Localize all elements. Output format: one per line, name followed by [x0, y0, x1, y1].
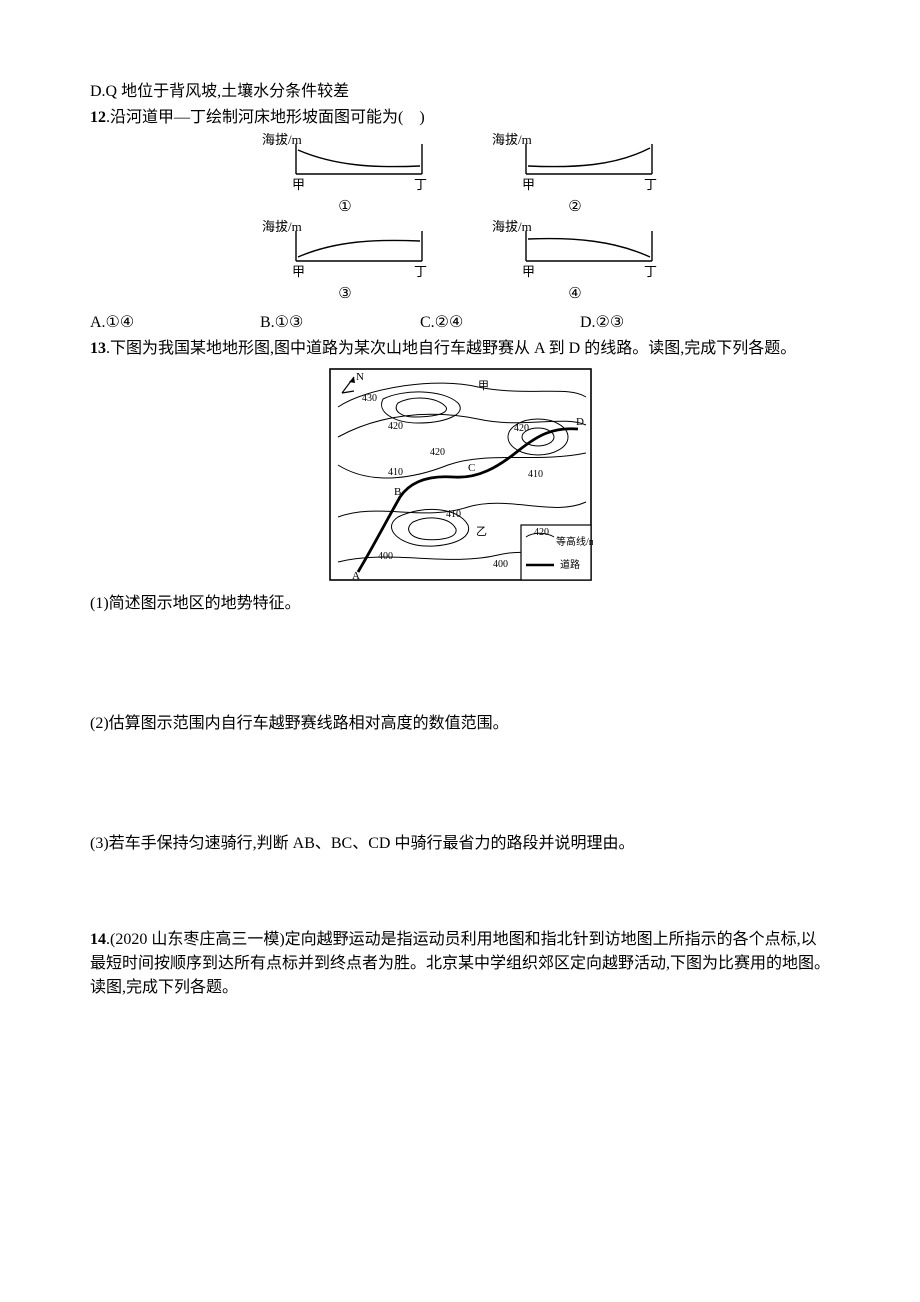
q12-profile-1: 海拔/m 甲 丁 ① — [260, 132, 430, 219]
label-B: B — [394, 486, 401, 498]
map-legend: 420 等高线/m 道路 — [521, 525, 593, 580]
xtick-left: 甲 — [522, 177, 535, 192]
q12-stem-text-b: ) — [419, 109, 424, 126]
q12-choices: A.①④ B.①③ C.②④ D.②③ — [90, 311, 830, 335]
profile-caption-4: ④ — [568, 283, 581, 306]
q14-stem: 14.(2020 山东枣庄高三一模)定向越野运动是指运动员利用地图和指北针到访地… — [90, 928, 830, 1000]
profile-caption-1: ① — [338, 196, 351, 219]
contour-val: 410 — [388, 467, 403, 478]
q12-choice-c[interactable]: C.②④ — [420, 311, 580, 335]
contour-val: 420 — [388, 421, 403, 432]
curve-4 — [528, 238, 650, 256]
xtick-left: 甲 — [292, 177, 305, 192]
q12-choice-a[interactable]: A.①④ — [90, 311, 260, 335]
contour-val: 410 — [446, 509, 461, 520]
q13-stem-text: .下图为我国某地地形图,图中道路为某次山地自行车越野赛从 A 到 D 的线路。读… — [106, 340, 796, 357]
q12-choice-b[interactable]: B.①③ — [260, 311, 420, 335]
contour-val: 410 — [528, 469, 543, 480]
q12-stem: 12.沿河道甲—丁绘制河床地形坡面图可能为( ) — [90, 106, 830, 130]
q12-profiles: 海拔/m 甲 丁 ① 海拔/m 甲 丁 ② — [90, 132, 830, 305]
q12-profile-4: 海拔/m 甲 丁 ④ — [490, 219, 660, 306]
xtick-right: 丁 — [644, 264, 657, 279]
curve-2 — [528, 148, 650, 167]
xtick-right: 丁 — [644, 177, 657, 192]
q13-number: 13 — [90, 340, 106, 357]
q12-number: 12 — [90, 109, 106, 126]
svg-text:道路: 道路 — [560, 558, 580, 571]
q11-option-d: D.Q 地位于背风坡,土壤水分条件较差 — [90, 80, 830, 104]
profile-caption-3: ③ — [338, 283, 351, 306]
q12-choice-d[interactable]: D.②③ — [580, 311, 700, 335]
contour-val: 430 — [362, 393, 377, 404]
svg-text:420: 420 — [534, 527, 549, 538]
north-arrow-icon: N — [342, 371, 364, 393]
contour-val: 420 — [430, 447, 445, 458]
q14-stem-text: .(2020 山东枣庄高三一模)定向越野运动是指运动员利用地图和指北针到访地图上… — [90, 931, 830, 996]
contour-val: 420 — [514, 423, 529, 434]
q13-sub1: (1)简述图示地区的地势特征。 — [90, 592, 830, 616]
q12-profile-3: 海拔/m 甲 丁 ③ — [260, 219, 430, 306]
curve-1 — [298, 150, 420, 167]
q13-map: N A B C D 甲 乙 430 — [90, 367, 830, 582]
q13-sub2: (2)估算图示范围内自行车越野赛线路相对高度的数值范围。 — [90, 712, 830, 736]
xtick-right: 丁 — [414, 264, 427, 279]
svg-text:N: N — [356, 371, 364, 383]
curve-3 — [298, 240, 420, 257]
profile-caption-2: ② — [568, 196, 581, 219]
xtick-left: 甲 — [522, 264, 535, 279]
label-yi: 乙 — [476, 525, 487, 538]
contour-val: 400 — [378, 551, 393, 562]
q14-number: 14 — [90, 931, 106, 948]
label-D: D — [576, 416, 584, 428]
q13-sub3: (3)若车手保持匀速骑行,判断 AB、BC、CD 中骑行最省力的路段并说明理由。 — [90, 832, 830, 856]
label-jia: 甲 — [478, 380, 489, 392]
q13-stem: 13.下图为我国某地地形图,图中道路为某次山地自行车越野赛从 A 到 D 的线路… — [90, 337, 830, 361]
xtick-left: 甲 — [292, 264, 305, 279]
contour-val: 400 — [493, 559, 508, 570]
xtick-right: 丁 — [414, 177, 427, 192]
q12-profile-2: 海拔/m 甲 丁 ② — [490, 132, 660, 219]
q12-stem-text-a: .沿河道甲—丁绘制河床地形坡面图可能为( — [106, 109, 403, 126]
label-C: C — [468, 462, 475, 474]
svg-text:等高线/m: 等高线/m — [556, 535, 593, 548]
label-A: A — [352, 570, 360, 582]
